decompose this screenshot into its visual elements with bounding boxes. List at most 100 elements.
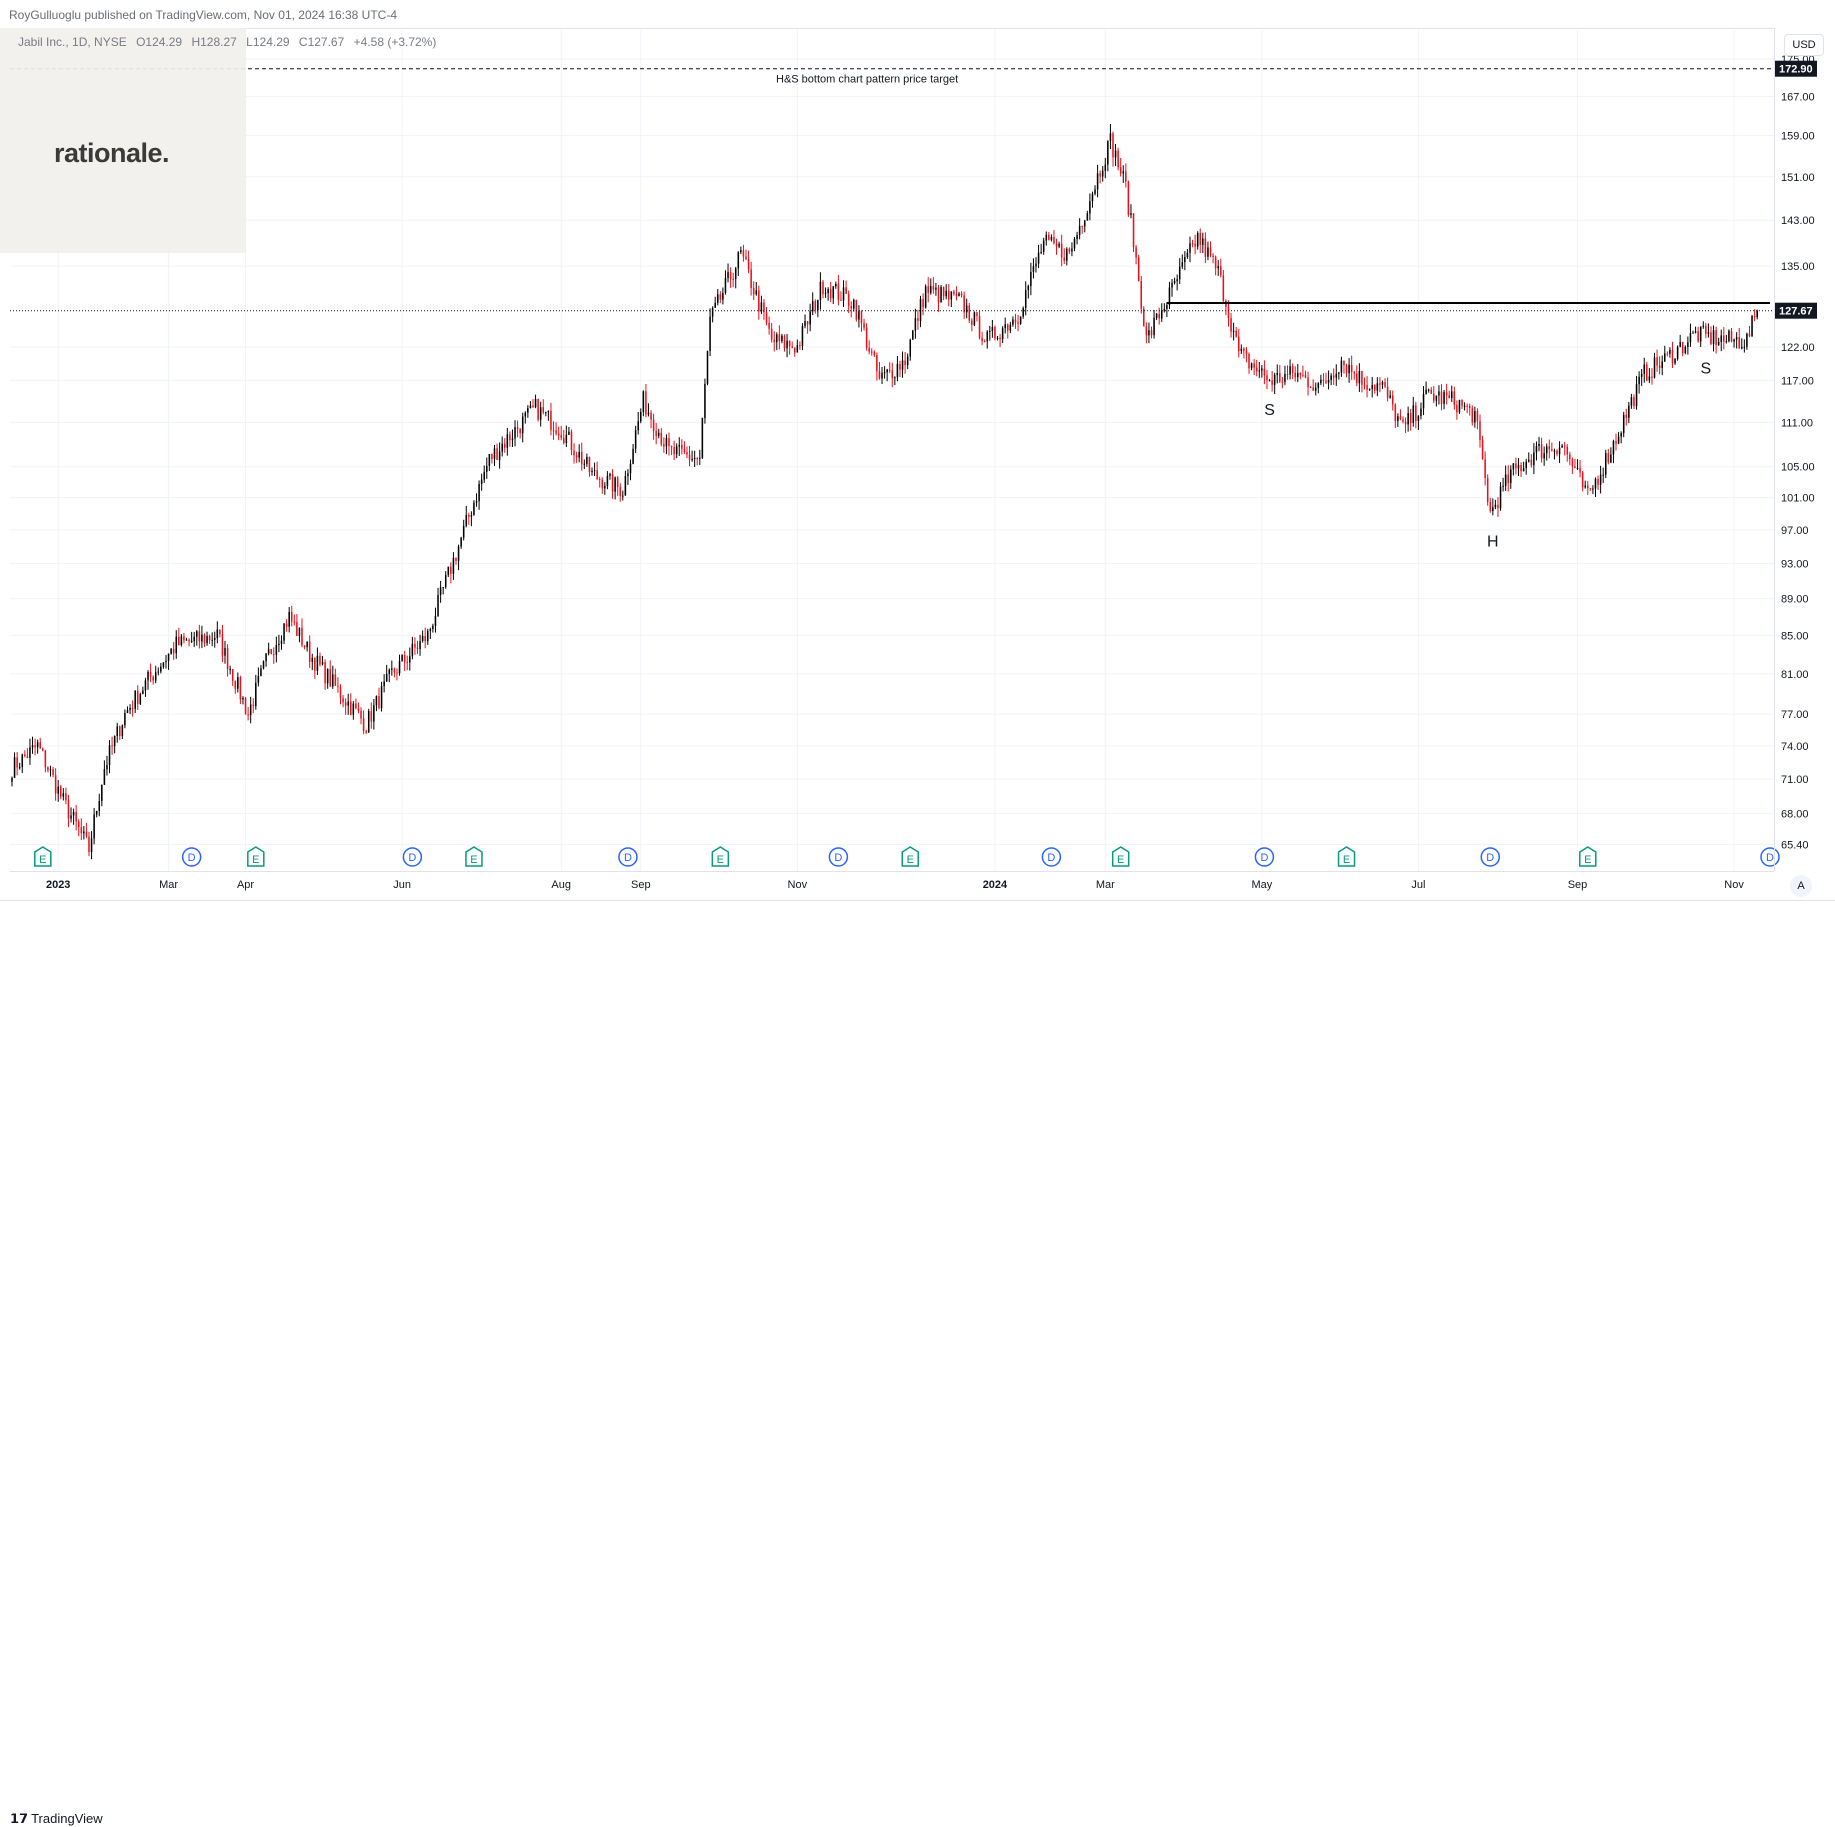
candle-body: [1730, 330, 1733, 342]
candle-body: [1024, 290, 1027, 309]
candle-body: [434, 615, 437, 626]
candle-body: [1220, 266, 1222, 276]
earnings-icon-letter: E: [39, 854, 46, 866]
time-axis[interactable]: [10, 871, 1774, 899]
candle-body: [593, 470, 596, 472]
symbol-legend[interactable]: Jabil Inc., 1D, NYSE O124.29 H128.27 L12…: [18, 35, 442, 49]
candle-body: [1304, 374, 1307, 378]
candle-body: [432, 625, 434, 630]
candle-body: [1117, 150, 1119, 168]
x-tick-label: Jun: [393, 879, 411, 891]
auto-scale-button[interactable]: A: [1790, 875, 1812, 897]
y-tick-label: 175.00: [1781, 54, 1815, 66]
candle-body: [1240, 348, 1243, 351]
candle-body: [136, 690, 139, 704]
candle-body: [714, 302, 716, 308]
candle-body: [93, 814, 95, 839]
candle-body: [1176, 279, 1178, 282]
candle-body: [1420, 408, 1422, 417]
candle-body: [1122, 171, 1125, 174]
candle-body: [1178, 266, 1181, 280]
candle-body: [1299, 372, 1302, 375]
price-axis[interactable]: [1774, 28, 1835, 871]
candle-body: [393, 668, 396, 673]
candle-body: [18, 766, 21, 768]
candle-body: [1674, 359, 1676, 364]
grid-lines: [10, 30, 1774, 871]
candle-body: [704, 383, 706, 418]
candle-body: [606, 475, 609, 487]
candle-body: [1379, 383, 1381, 385]
candle-body: [537, 398, 539, 420]
candle-body: [1471, 408, 1474, 423]
candle-body: [1012, 319, 1014, 325]
candle-body: [632, 448, 634, 464]
dividend-icon-letter: D: [834, 852, 842, 864]
candle-body: [1520, 465, 1522, 472]
candle-body: [1184, 256, 1186, 263]
candle-body: [519, 428, 521, 434]
candle-body: [1314, 387, 1317, 391]
candle-body: [480, 479, 483, 484]
candle-body: [57, 786, 59, 794]
candle-body: [835, 283, 837, 287]
candle-body: [711, 307, 714, 317]
candle-body: [752, 287, 755, 295]
target-price-tag: [1775, 60, 1817, 77]
candle-body: [247, 714, 249, 716]
tradingview-brand[interactable]: 𝟭𝟳 TradingView: [10, 1811, 103, 1827]
candle-body: [378, 696, 380, 709]
overlays: 172.90 H&S bottom chart pattern price tar…: [10, 60, 1817, 551]
candle-body: [570, 431, 573, 451]
candle-body: [909, 339, 912, 357]
earnings-icon-letter: E: [717, 854, 724, 866]
candle-body: [1525, 461, 1527, 469]
candle-body: [80, 827, 83, 834]
pattern-label: S: [1701, 361, 1712, 378]
candle-body: [1199, 232, 1202, 245]
price-chart[interactable]: 172.90 H&S bottom chart pattern price tar…: [0, 0, 1835, 931]
candle-body: [1399, 416, 1402, 420]
candle-body: [1150, 330, 1153, 336]
candle-body: [1155, 313, 1158, 318]
candle-body: [609, 473, 611, 476]
candle-body: [886, 369, 888, 373]
candle-body: [1489, 502, 1492, 512]
earnings-icon-letter: E: [1343, 854, 1350, 866]
candle-body: [999, 337, 1001, 340]
candle-body: [722, 292, 724, 300]
candle-body: [668, 438, 670, 447]
candle-body: [1076, 235, 1078, 240]
candle-body: [963, 295, 965, 313]
candle-body: [878, 371, 881, 379]
currency-button[interactable]: USD: [1784, 34, 1824, 56]
candle-body: [860, 311, 863, 324]
candle-body: [213, 638, 216, 640]
candle-body: [1720, 335, 1723, 342]
candle-body: [642, 391, 645, 413]
candle-body: [598, 478, 601, 480]
candle-body: [1440, 391, 1443, 404]
candle-body: [1551, 449, 1553, 451]
candle-body: [1571, 459, 1574, 467]
chart-pane[interactable]: [10, 28, 1774, 872]
candle-body: [650, 412, 652, 420]
candle-body: [763, 302, 765, 313]
candle-body: [724, 278, 727, 293]
candle-body: [470, 515, 473, 517]
candle-body: [873, 351, 876, 356]
candle-body: [1540, 444, 1543, 459]
candle-body: [545, 412, 547, 414]
candle-body: [881, 372, 883, 379]
candle-body: [840, 299, 842, 301]
candle-body: [1048, 234, 1050, 240]
candle-body: [126, 710, 129, 713]
candle-body: [1022, 308, 1024, 317]
candle-body: [185, 639, 188, 641]
candle-body: [945, 290, 947, 297]
candle-body: [462, 525, 465, 538]
candle-body: [1107, 140, 1109, 165]
candle-body: [208, 635, 211, 641]
candle-body: [468, 514, 470, 517]
